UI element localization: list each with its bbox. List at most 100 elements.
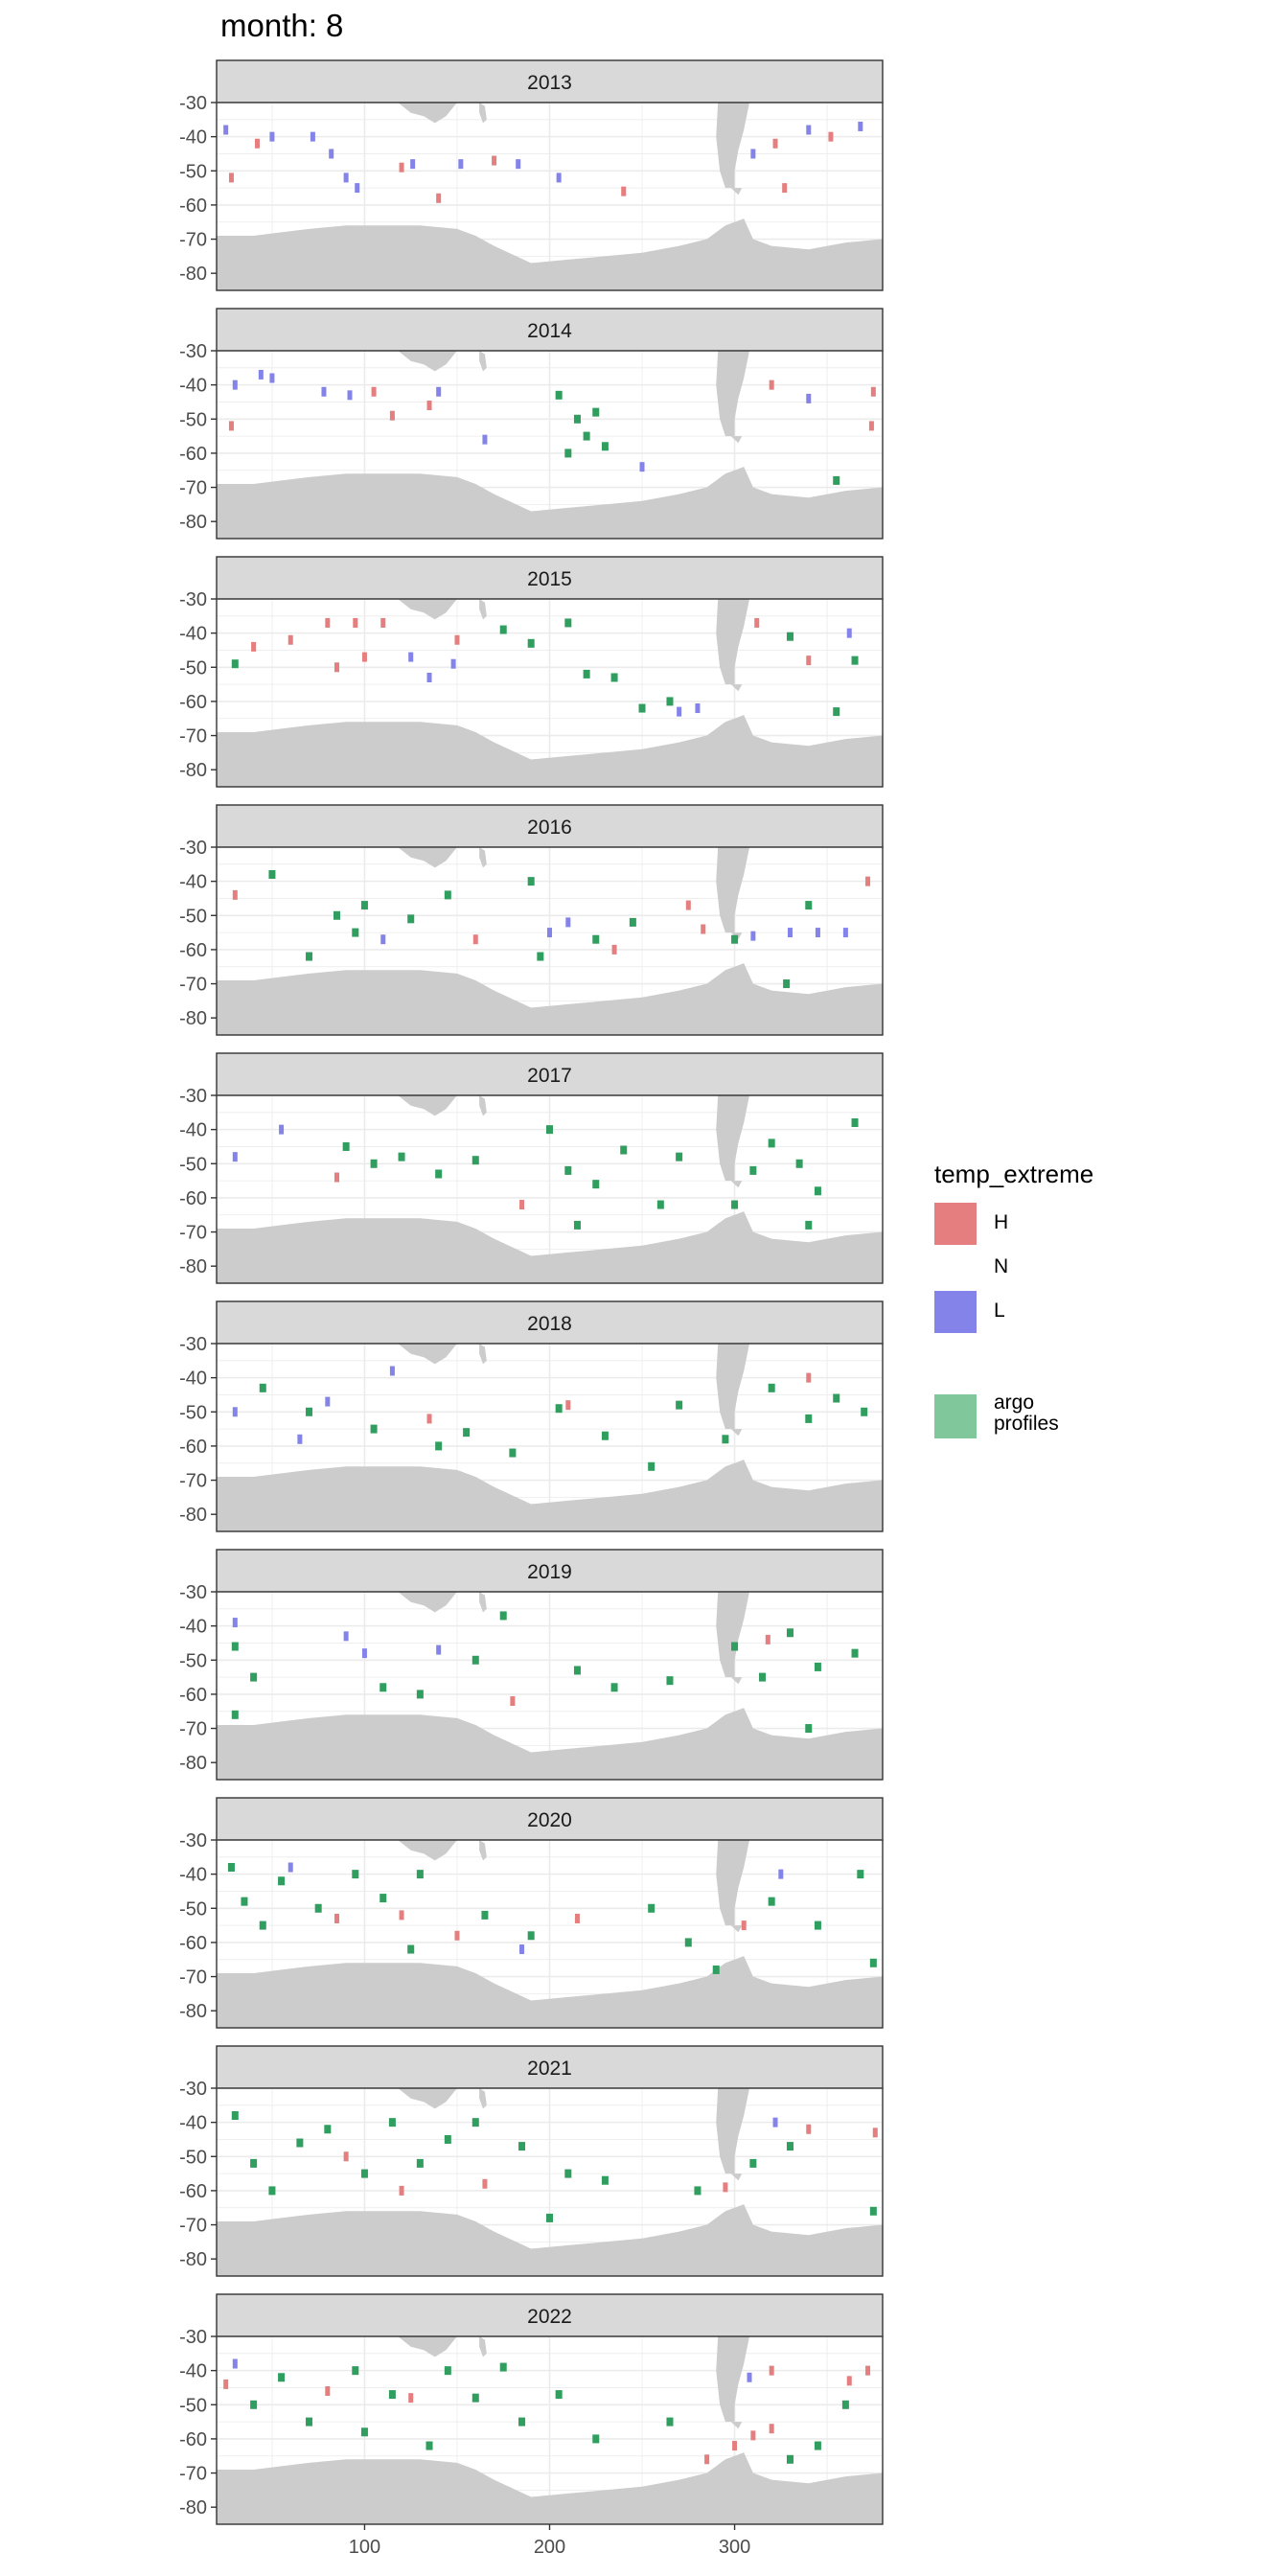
- land-mass: [398, 1840, 457, 1861]
- y-tick-label: -80: [179, 1753, 207, 1774]
- cell-g: [306, 1407, 313, 1416]
- cell-h: [565, 1400, 571, 1411]
- y-tick-label: -30: [179, 838, 207, 859]
- y-tick-label: -70: [179, 975, 207, 996]
- cell-l: [787, 928, 793, 938]
- cell-l: [695, 703, 701, 714]
- y-tick-label: -60: [179, 2181, 207, 2202]
- cell-h: [870, 386, 876, 397]
- cell-g: [814, 1662, 821, 1671]
- cell-l: [846, 628, 852, 638]
- cell-g: [592, 407, 600, 417]
- cell-g: [573, 1220, 581, 1230]
- cell-g: [444, 2366, 451, 2376]
- y-tick-label: -30: [179, 341, 207, 362]
- cell-l: [815, 928, 820, 938]
- facet-2013: 2013 -30 -40 -50 -60 -70 -80: [179, 59, 884, 291]
- y-tick-label: -60: [179, 940, 207, 961]
- land-mass: [730, 684, 743, 692]
- cell-l: [547, 928, 552, 938]
- cell-g: [518, 2417, 526, 2426]
- land-mass: [398, 351, 457, 372]
- y-tick-label: -60: [179, 196, 207, 217]
- cell-h: [741, 1920, 747, 1931]
- cell-h: [701, 924, 706, 934]
- land-mass: [479, 1344, 487, 1365]
- y-tick-label: -80: [179, 1256, 207, 1277]
- y-tick-label: -50: [179, 657, 207, 678]
- cell-l: [232, 1407, 238, 1417]
- y-tick-label: -50: [179, 161, 207, 182]
- cell-g: [231, 1710, 239, 1719]
- cell-g: [583, 431, 590, 441]
- cell-g: [278, 2373, 286, 2382]
- land-mass: [730, 436, 743, 444]
- cell-h: [621, 186, 627, 196]
- y-tick-label: -60: [179, 444, 207, 465]
- cell-h: [426, 401, 432, 411]
- land-mass: [398, 2088, 457, 2109]
- y-tick-label: -50: [179, 1402, 207, 1423]
- land-mass: [479, 599, 487, 620]
- y-tick-label: -30: [179, 1334, 207, 1355]
- cell-g: [380, 1683, 387, 1692]
- cell-h: [769, 2365, 774, 2376]
- cell-l: [516, 159, 521, 170]
- facet-2018: 2018 -30 -40 -50 -60 -70 -80: [179, 1300, 884, 1532]
- y-tick-label: -60: [179, 1933, 207, 1954]
- cell-h: [334, 1172, 339, 1183]
- cell-g: [306, 952, 313, 961]
- y-tick-label: -80: [179, 2001, 207, 2022]
- cell-h: [334, 1913, 339, 1923]
- cell-g: [527, 638, 535, 648]
- cell-g: [231, 659, 239, 669]
- cell-g: [555, 390, 563, 400]
- cell-h: [228, 421, 234, 431]
- cell-g: [472, 1156, 479, 1165]
- cell-g: [564, 1165, 572, 1175]
- facet-2015: 2015 -30 -40 -50 -60 -70 -80: [179, 556, 884, 788]
- land-mass: [217, 2452, 883, 2524]
- cell-h: [492, 155, 497, 166]
- cell-g: [583, 669, 590, 678]
- cell-g: [564, 448, 572, 458]
- cell-l: [232, 1152, 238, 1162]
- cell-h: [510, 1696, 516, 1707]
- cell-h: [723, 2182, 728, 2193]
- cell-g: [601, 2175, 609, 2185]
- cell-h: [380, 617, 386, 628]
- legend-label-n: N: [994, 1255, 1009, 1277]
- y-tick-label: -30: [179, 93, 207, 114]
- cell-h: [769, 2424, 774, 2434]
- cell-g: [416, 1870, 424, 1879]
- cell-g: [648, 1461, 656, 1471]
- y-tick-label: -70: [179, 726, 207, 748]
- cell-h: [426, 1414, 432, 1424]
- facet-label: 2020: [527, 1809, 572, 1831]
- cell-h: [754, 617, 760, 628]
- cell-g: [786, 1628, 794, 1638]
- legend-item-n: N: [934, 1245, 1222, 1289]
- cell-g: [231, 2111, 239, 2121]
- cell-l: [223, 125, 229, 135]
- y-tick-label: -60: [179, 1685, 207, 1706]
- panel-border: [216, 350, 884, 540]
- cell-l: [806, 125, 812, 135]
- cell-h: [325, 2386, 331, 2397]
- cell-g: [426, 2441, 433, 2450]
- cell-g: [722, 1435, 729, 1444]
- cell-l: [269, 131, 275, 142]
- cell-g: [601, 1431, 609, 1440]
- cell-g: [833, 475, 840, 485]
- cell-h: [343, 2151, 349, 2162]
- cell-g: [342, 1141, 350, 1151]
- y-tick-label: -30: [179, 2079, 207, 2100]
- y-tick-label: -70: [179, 2464, 207, 2485]
- cell-h: [254, 138, 260, 149]
- cell-g: [629, 917, 636, 927]
- cell-g: [259, 1383, 266, 1392]
- cell-g: [444, 890, 451, 900]
- facet-2021: 2021 -30 -40 -50 -60 -70 -80: [179, 2045, 884, 2277]
- cell-g: [786, 2454, 794, 2464]
- land-mass: [398, 1344, 457, 1365]
